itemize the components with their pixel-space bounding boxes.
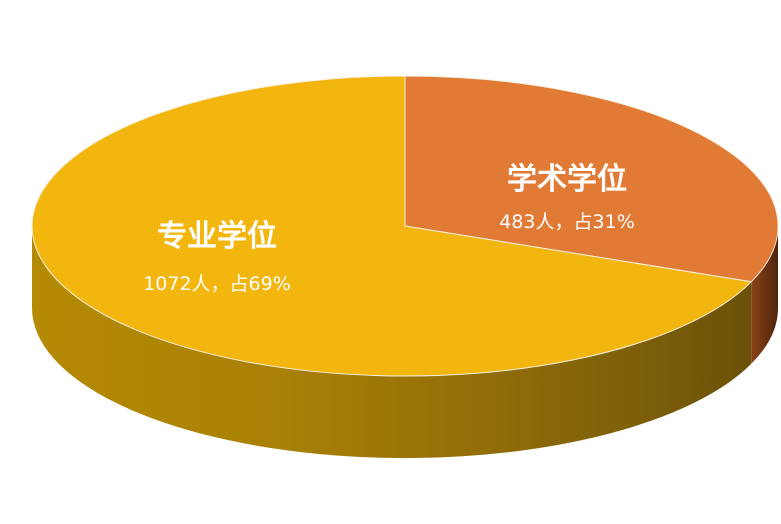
label-professional: 专业学位 1072人，占69%	[143, 219, 291, 295]
pie-side-professional	[31, 226, 752, 459]
slice-label-academic-name: 学术学位	[507, 162, 627, 197]
slice-label-professional-value: 1072人，占69%	[143, 273, 291, 295]
label-academic: 学术学位 483人，占31%	[499, 162, 635, 233]
pie-sides	[31, 226, 778, 459]
slice-label-professional-name: 专业学位	[157, 219, 277, 254]
pie-tops	[31, 75, 779, 377]
pie-side-academic	[751, 226, 778, 364]
slice-label-academic-value: 483人，占31%	[499, 211, 635, 233]
pie-slice-professional	[31, 75, 753, 377]
pie-slice-academic	[404, 75, 779, 283]
